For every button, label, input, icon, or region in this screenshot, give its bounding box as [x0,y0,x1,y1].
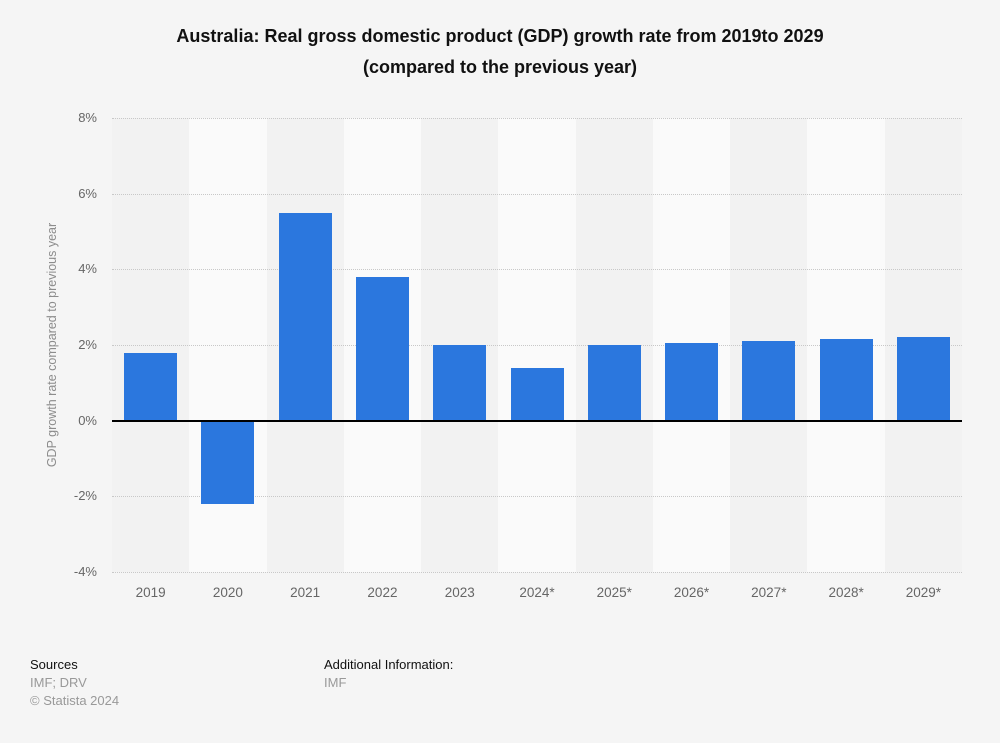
additional-info-value: IMF [324,675,347,690]
additional-info-label: Additional Information: [324,657,454,672]
gridline-2pct [112,345,962,346]
y-tick-label-6pct: 6% [78,185,97,201]
bar-2024[interactable] [510,367,564,421]
gridline-6pct [112,193,962,195]
bar-2027[interactable] [742,341,796,421]
bar-2019[interactable] [124,352,178,421]
bar-2022[interactable] [355,276,409,421]
x-tick-label-2024: 2024* [519,585,555,600]
x-tick-label-2019: 2019 [135,585,166,600]
bar-2020[interactable] [201,420,255,504]
gridline-8pct [112,118,962,119]
plot-area [112,118,962,573]
chart-title: Australia: Real gross domestic product (… [0,21,1000,83]
x-tick-label-2020: 2020 [212,585,243,600]
copyright: © Statista 2024 [30,693,120,708]
x-tick-label-2021: 2021 [290,585,321,600]
footer-additional-info: Additional Information: IMF [324,656,453,692]
y-tick-label--4pct: -4% [73,564,97,579]
x-tick-label-2023: 2023 [444,585,475,600]
bar-2029[interactable] [896,337,950,421]
x-tick-label-2028: 2028* [828,585,864,600]
x-tick-label-2026: 2026* [673,585,710,600]
x-tick-label-2025: 2025* [596,585,632,600]
x-tick-label-2029: 2029* [905,585,941,600]
bar-2025[interactable] [587,345,641,421]
y-tick-label-2pct: 2% [78,337,97,352]
bar-2021[interactable] [278,212,332,421]
x-tick-label-2022: 2022 [367,585,398,600]
gridline-4pct [112,269,962,271]
chart-title-line2: (compared to the previous year) [362,57,638,77]
y-tick-label-8pct: 8% [78,110,97,125]
y-tick-label--2pct: -2% [73,488,97,504]
y-tick-label-0pct: 0% [78,412,97,428]
bar-2023[interactable] [433,345,487,421]
bar-2026[interactable] [665,343,719,421]
chart-title-line1: Australia: Real gross domestic product (… [176,26,824,46]
gridline--2pct [112,496,962,498]
bar-2028[interactable] [819,339,873,421]
sources-label: Sources [30,657,78,672]
zero-axis-line [112,419,962,422]
x-tick-label-2027: 2027* [751,585,787,600]
y-tick-label-4pct: 4% [78,261,97,277]
footer-sources: Sources IMF; DRV © Statista 2024 [30,656,119,710]
gridline--4pct [112,572,962,573]
sources-value: IMF; DRV [30,675,87,690]
